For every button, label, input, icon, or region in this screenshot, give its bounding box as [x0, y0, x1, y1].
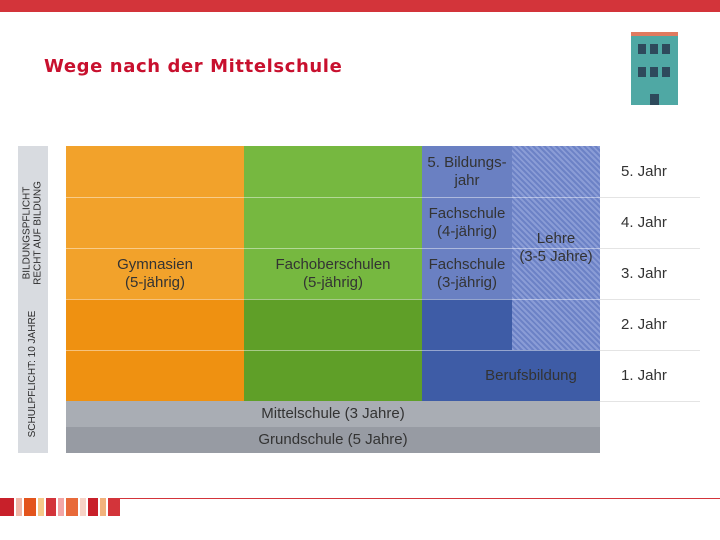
label-lehre: Lehre (3-5 Jahre) [519, 230, 593, 265]
label-gymnasien: Gymnasien (5-jährig) [117, 256, 193, 291]
year-label-2: 2. Jahr [621, 316, 667, 333]
side-label-schulpflicht: SCHULPFLICHT: 10 JAHRE [26, 310, 38, 438]
page-title: Wege nach der Mittelschule [44, 56, 343, 77]
block-berufsbildung: Berufsbildung [422, 350, 600, 401]
block-fachschule-3: Fachschule (3-jährig) [422, 248, 512, 299]
block-mittelschule: Mittelschule (3 Jahre) [66, 401, 600, 427]
block-bildungsjahr: 5. Bildungs- jahr [422, 146, 512, 197]
block-gymnasien-lower [66, 299, 244, 401]
year-label-3: 3. Jahr [621, 265, 667, 282]
block-fachoberschulen-upper [244, 146, 422, 299]
label-fachoberschulen: Fachoberschulen (5-jährig) [275, 256, 391, 291]
year-label-5: 5. Jahr [621, 163, 667, 180]
school-pathways-diagram: BILDUNGSPFLICHT RECHT AUF BILDUNG SCHULP… [18, 146, 700, 453]
block-lehre-hatch-upper-strip [512, 146, 600, 248]
block-gymnasien-upper [66, 146, 244, 299]
year-label-4: 4. Jahr [621, 214, 667, 231]
top-accent-bar [0, 0, 720, 12]
year-column [600, 146, 700, 401]
obligation-side-column [18, 146, 48, 453]
year-label-1: 1. Jahr [621, 367, 667, 384]
block-fachoberschulen-lower [244, 299, 422, 401]
block-grundschule: Grundschule (5 Jahre) [66, 427, 600, 453]
school-building-icon [631, 32, 678, 105]
block-fachschule-4: Fachschule (4-jährig) [422, 197, 512, 248]
side-label-bildungspflicht: BILDUNGSPFLICHT RECHT AUF BILDUNG [21, 181, 44, 285]
bottom-divider-line [120, 498, 720, 499]
